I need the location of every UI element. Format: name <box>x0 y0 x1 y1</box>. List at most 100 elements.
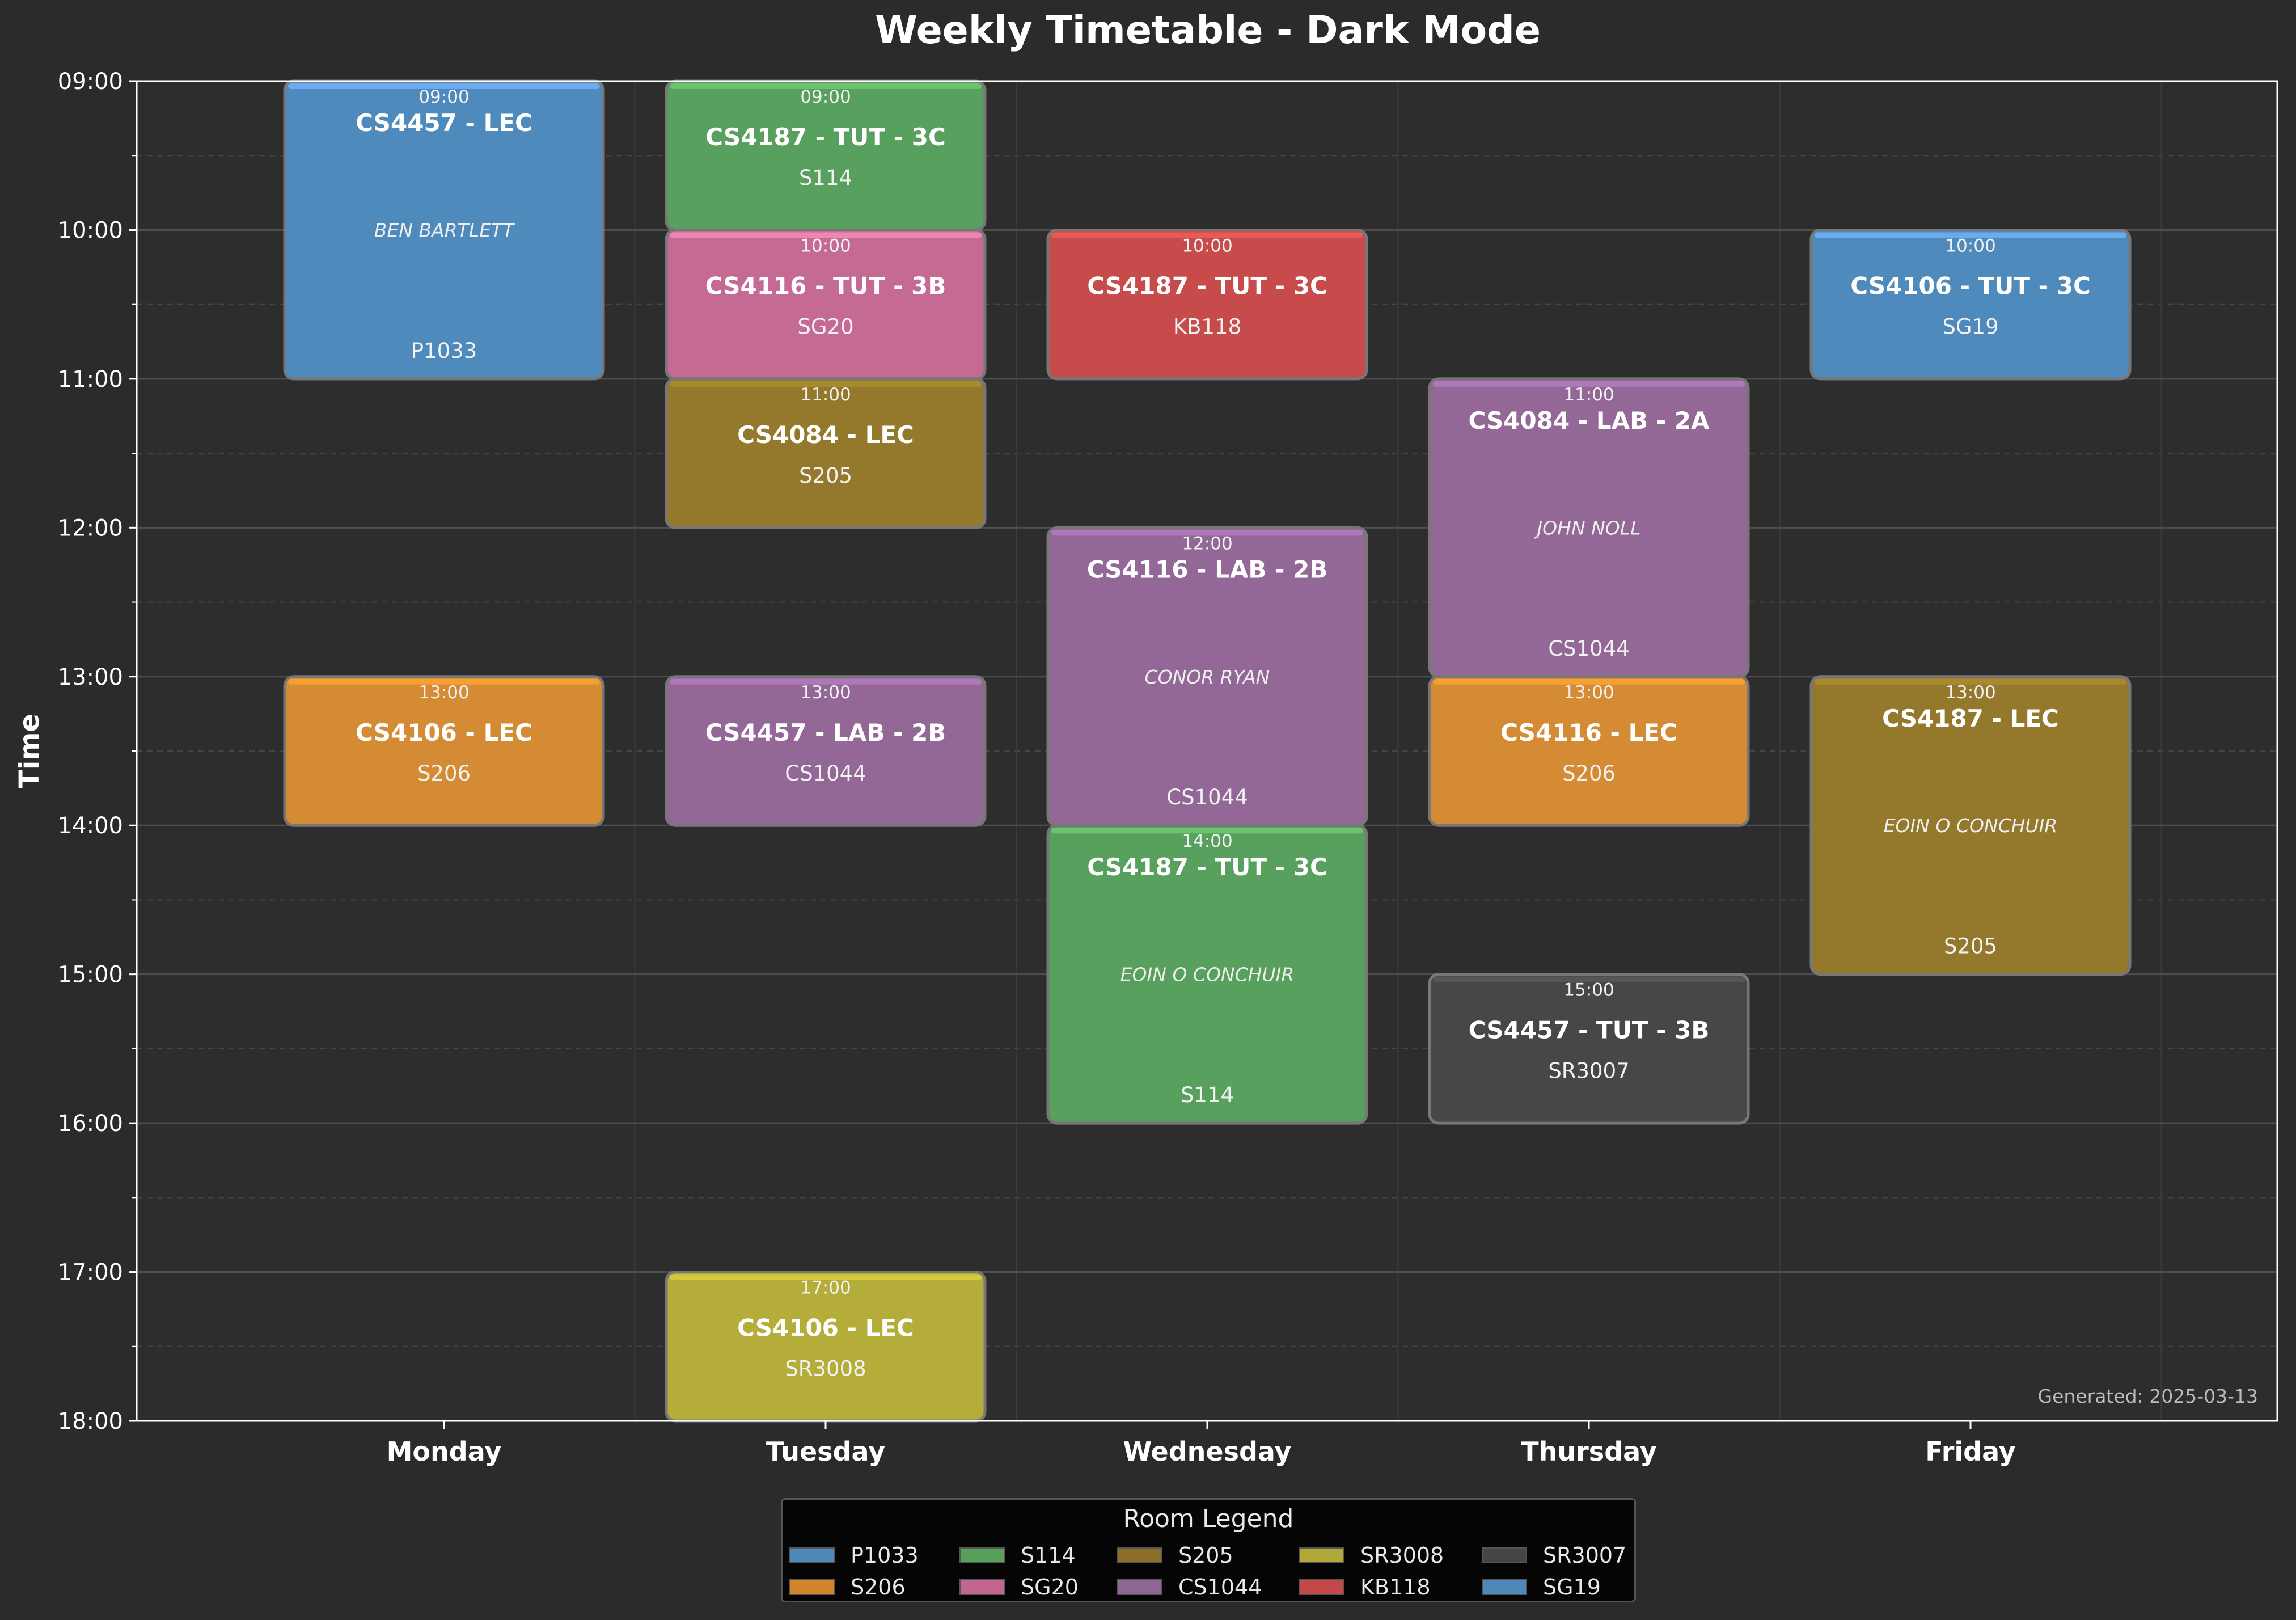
event-title: CS4084 - LAB - 2A <box>1468 407 1710 434</box>
event-title: CS4187 - TUT - 3C <box>705 123 946 151</box>
event-start-time: 13:00 <box>418 682 469 703</box>
event-start-time: 17:00 <box>800 1278 851 1298</box>
event-box <box>1809 675 2132 976</box>
event-start-time: 12:00 <box>1182 533 1232 554</box>
event-block: 11:00 CS4084 - LEC S205 <box>665 377 987 529</box>
y-tick-label: 14:00 <box>58 813 123 839</box>
event-title: CS4116 - LAB - 2B <box>1087 555 1328 583</box>
event-block: 10:00 CS4116 - TUT - 3B SG20 <box>665 228 987 381</box>
event-room: S206 <box>1562 761 1616 786</box>
legend-label: KB118 <box>1360 1575 1431 1600</box>
event-accent-bar <box>288 83 600 89</box>
event-start-time: 09:00 <box>418 87 469 107</box>
event-start-time: 10:00 <box>1945 235 1995 256</box>
legend-title: Room Legend <box>1123 1504 1294 1533</box>
event-accent-bar <box>1433 381 1745 387</box>
event-room: S114 <box>1181 1083 1234 1107</box>
event-title: CS4187 - LEC <box>1882 704 2059 732</box>
event-title: CS4457 - TUT - 3B <box>1469 1016 1710 1044</box>
event-lecturer: CONOR RYAN <box>1145 666 1270 688</box>
legend-swatch <box>1117 1547 1162 1563</box>
event-box <box>1428 973 1750 1125</box>
event-accent-bar <box>670 381 982 387</box>
event-title: CS4457 - LEC <box>356 109 532 137</box>
event-start-time: 10:00 <box>1182 235 1232 256</box>
event-accent-bar <box>1051 530 1363 536</box>
legend-label: S114 <box>1021 1543 1076 1568</box>
event-accent-bar <box>670 83 982 89</box>
event-accent-bar <box>670 1274 982 1280</box>
x-tick-label: Monday <box>387 1436 502 1467</box>
event-start-time: 13:00 <box>1945 682 1995 703</box>
legend-label: CS1044 <box>1178 1575 1262 1600</box>
y-tick-label: 10:00 <box>58 217 123 243</box>
event-title: CS4106 - TUT - 3C <box>1850 272 2091 299</box>
event-box <box>1046 228 1368 381</box>
x-tick-label: Tuesday <box>766 1436 885 1467</box>
event-box <box>1428 675 1750 827</box>
legend-label: S206 <box>851 1575 906 1600</box>
event-room: P1033 <box>411 339 477 363</box>
event-block: 17:00 CS4106 - LEC SR3008 <box>665 1271 987 1423</box>
event-room: S206 <box>417 761 471 786</box>
event-accent-bar <box>1433 678 1745 685</box>
y-tick-label: 15:00 <box>58 962 123 988</box>
event-room: CS1044 <box>1548 636 1629 661</box>
y-tick-label: 09:00 <box>58 69 123 95</box>
legend-swatch <box>1482 1547 1527 1563</box>
chart-title: Weekly Timetable - Dark Mode <box>875 8 1541 53</box>
legend-label: SG20 <box>1021 1575 1079 1600</box>
x-tick-label: Friday <box>1925 1436 2015 1467</box>
event-room: S205 <box>1944 934 1997 959</box>
legend-label: SR3008 <box>1360 1543 1444 1568</box>
event-box <box>1809 228 2132 381</box>
legend-swatch <box>1117 1579 1162 1595</box>
event-start-time: 10:00 <box>800 235 851 256</box>
event-accent-bar <box>1433 976 1745 982</box>
event-block: 13:00 CS4116 - LEC S206 <box>1428 675 1750 827</box>
legend-label: P1033 <box>851 1543 919 1568</box>
event-title: CS4084 - LEC <box>737 421 914 449</box>
event-start-time: 11:00 <box>800 385 851 405</box>
event-room: CS1044 <box>785 761 866 786</box>
legend-swatch <box>789 1547 835 1563</box>
event-lecturer: JOHN NOLL <box>1533 517 1640 539</box>
y-tick-label: 13:00 <box>58 664 123 690</box>
legend-label: SR3007 <box>1543 1543 1627 1568</box>
event-start-time: 09:00 <box>800 87 851 107</box>
event-start-time: 15:00 <box>1563 980 1614 1001</box>
event-room: S205 <box>799 463 852 488</box>
legend-swatch <box>1299 1579 1344 1595</box>
event-room: CS1044 <box>1166 785 1248 809</box>
y-tick-label: 12:00 <box>58 515 123 541</box>
event-box <box>283 675 605 827</box>
event-title: CS4187 - TUT - 3C <box>1087 853 1327 881</box>
y-tick-label: 16:00 <box>58 1111 123 1137</box>
event-room: SG19 <box>1942 314 1998 339</box>
event-room: SR3008 <box>785 1357 866 1381</box>
legend-swatch <box>1482 1579 1527 1595</box>
event-room: SR3007 <box>1548 1059 1629 1083</box>
y-tick-label: 11:00 <box>58 366 123 393</box>
event-accent-bar <box>670 678 982 685</box>
event-start-time: 13:00 <box>800 682 851 703</box>
legend-label: SG19 <box>1543 1575 1601 1600</box>
room-legend: Room Legend P1033 S114 S205 SR3008 SR3007 S20… <box>781 1498 1636 1602</box>
event-title: CS4187 - TUT - 3C <box>1087 272 1327 299</box>
event-title: CS4457 - LAB - 2B <box>705 719 946 746</box>
generated-date-note: Generated: 2025-03-13 <box>2038 1385 2258 1407</box>
event-block: 15:00 CS4457 - TUT - 3B SR3007 <box>1428 973 1750 1125</box>
event-block: 13:00 CS4106 - LEC S206 <box>283 675 605 827</box>
x-tick-label: Wednesday <box>1123 1436 1291 1467</box>
event-title: CS4116 - TUT - 3B <box>705 272 946 299</box>
event-room: S114 <box>799 166 852 190</box>
event-box <box>665 377 987 529</box>
event-block: 13:00 CS4457 - LAB - 2B CS1044 <box>665 675 987 827</box>
legend-swatch <box>1299 1547 1344 1563</box>
axes-layer: 09:00 10:00 11:00 12:00 13:00 14:00 15:00 16:00… <box>58 69 2016 1467</box>
